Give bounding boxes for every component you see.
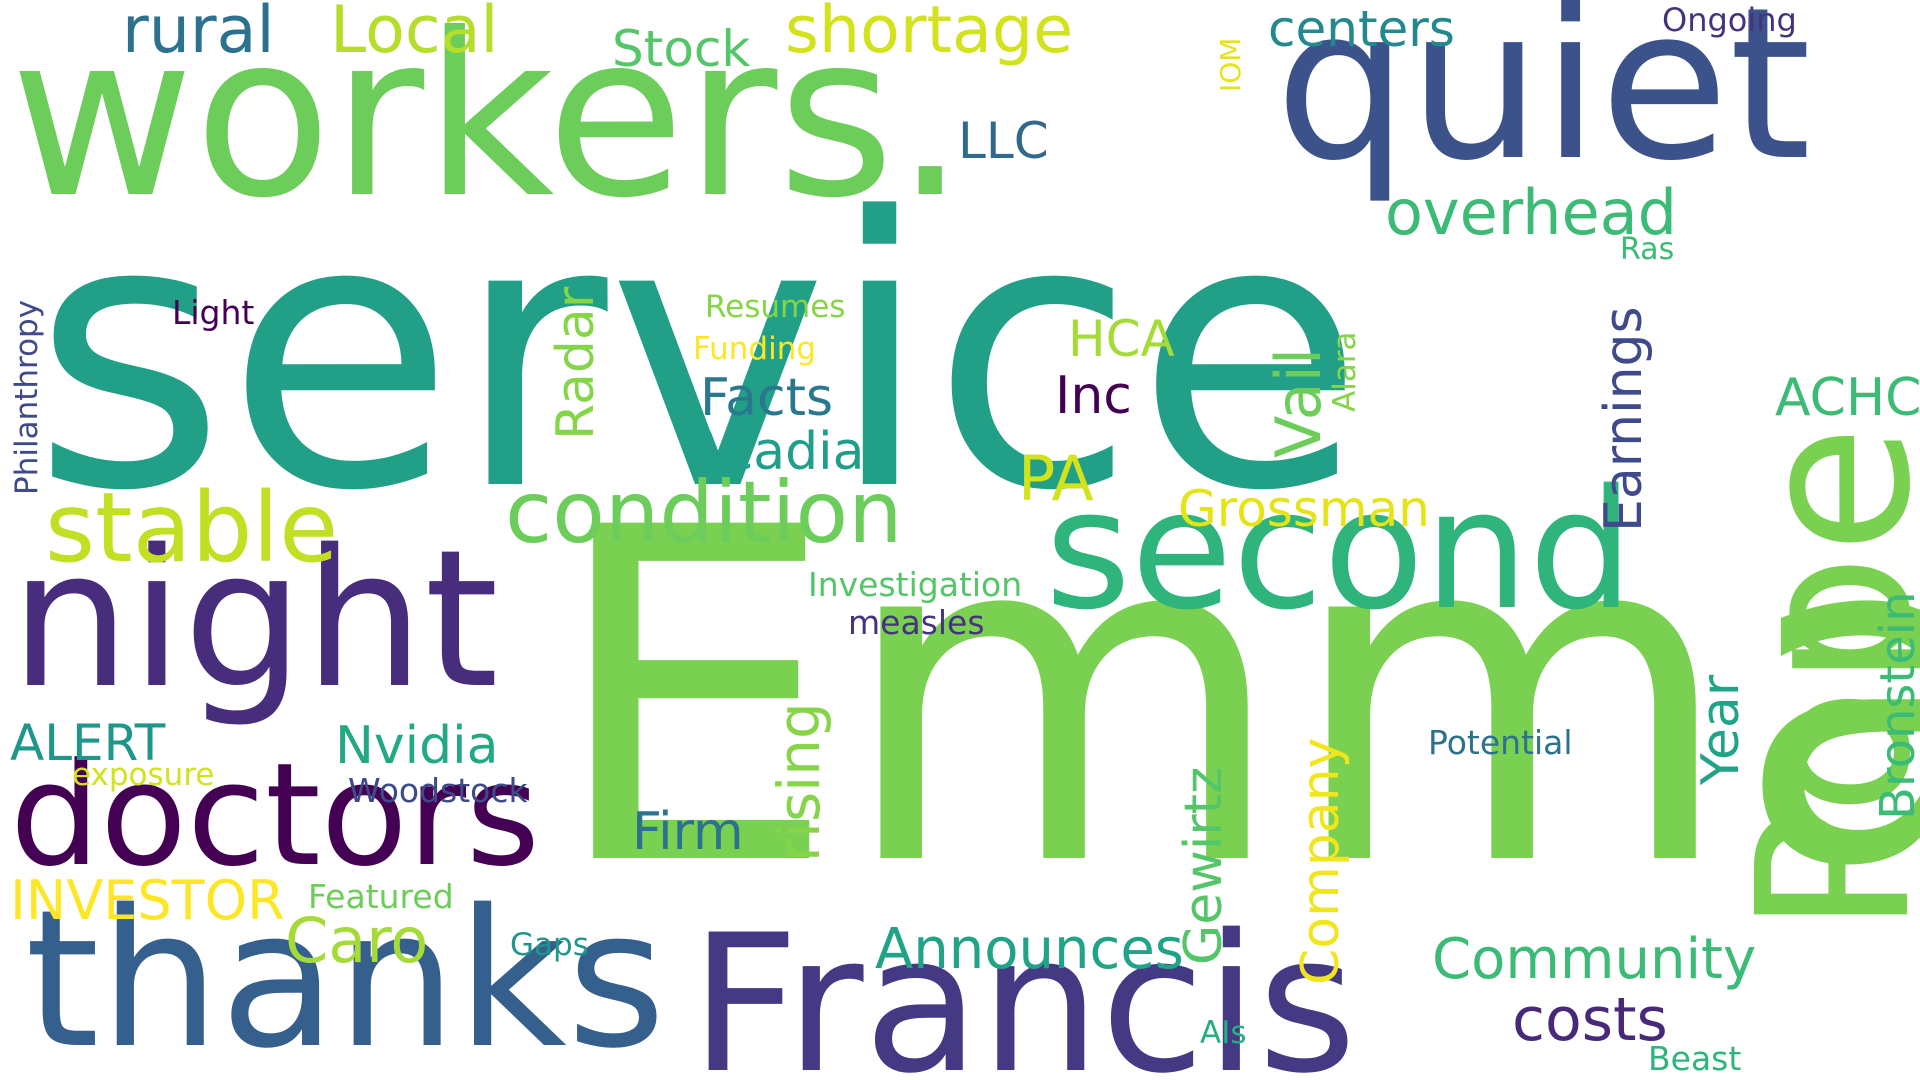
word-pa: PA (1018, 442, 1094, 515)
word-grossman: Grossman (1178, 480, 1430, 538)
word-inc: Inc (1055, 366, 1132, 426)
word-ais: AIs (1200, 1015, 1247, 1051)
word-rising: rising (765, 702, 833, 862)
word-centers: centers (1268, 0, 1455, 58)
word-light: Light (172, 293, 255, 332)
word-potential: Potential (1428, 723, 1573, 762)
word-vail: Vail (1262, 347, 1335, 458)
word-exposure: exposure (72, 757, 215, 793)
word-facts: Facts (700, 368, 834, 428)
word-iom: IOM (1214, 37, 1247, 92)
word-investigation: Investigation (808, 565, 1023, 604)
word-service: service (32, 139, 1365, 572)
word-community: Community (1432, 927, 1757, 992)
word-measles: measles (848, 603, 985, 642)
word-doctors: doctors (10, 733, 541, 898)
word-funding: Funding (693, 331, 817, 367)
word-costs: costs (1512, 985, 1668, 1055)
word-earnings: Earnings (1594, 306, 1654, 532)
word-featured: Featured (308, 877, 454, 916)
word-firm: Firm (632, 802, 744, 862)
word-investor: INVESTOR (10, 869, 285, 932)
word-alara: Alara (1327, 331, 1363, 412)
word-ongoing: Ongoing (1662, 1, 1797, 39)
word-bronstein: Bronstein (1870, 591, 1920, 820)
word-beast: Beast (1648, 1039, 1742, 1078)
word-announces: Announces (875, 917, 1184, 982)
word-gewirtz: Gewirtz (1174, 766, 1234, 965)
word-emma: Emma (548, 432, 1920, 967)
word-philanthropy: Philanthropy (9, 299, 45, 495)
word-ras: Ras (1620, 232, 1675, 267)
word-stock: Stock (612, 20, 751, 78)
word-workers: workers. (10, 0, 967, 248)
word-francis: Francis (690, 894, 1357, 1080)
word-woodstock: Woodstock (348, 771, 528, 810)
word-resumes: Resumes (705, 289, 846, 325)
word-condition: condition (505, 463, 903, 563)
word-achc: ACHC (1775, 368, 1920, 428)
word-radar: Radar (546, 286, 606, 440)
word-hca: HCA (1068, 310, 1175, 368)
word-night: night (10, 509, 499, 730)
word-stable: stable (45, 472, 339, 584)
word-gaps: Gaps (510, 927, 589, 963)
word-company: Company (1291, 737, 1351, 985)
word-overhead: overhead (1385, 176, 1677, 249)
word-rural: rural (122, 0, 275, 68)
word-nvidia: Nvidia (335, 716, 499, 776)
word-llc: LLC (958, 112, 1049, 170)
word-local: Local (330, 0, 499, 68)
word-thanks: thanks (25, 869, 666, 1080)
word-quiet: quiet (1275, 0, 1812, 207)
word-shortage: shortage (785, 0, 1074, 68)
word-second: second (1045, 454, 1634, 646)
word-year: Year (1691, 674, 1751, 785)
word-caro: Caro (285, 904, 429, 977)
word-alert: ALERT (10, 714, 166, 772)
word-acadia: Acadia (690, 422, 865, 482)
